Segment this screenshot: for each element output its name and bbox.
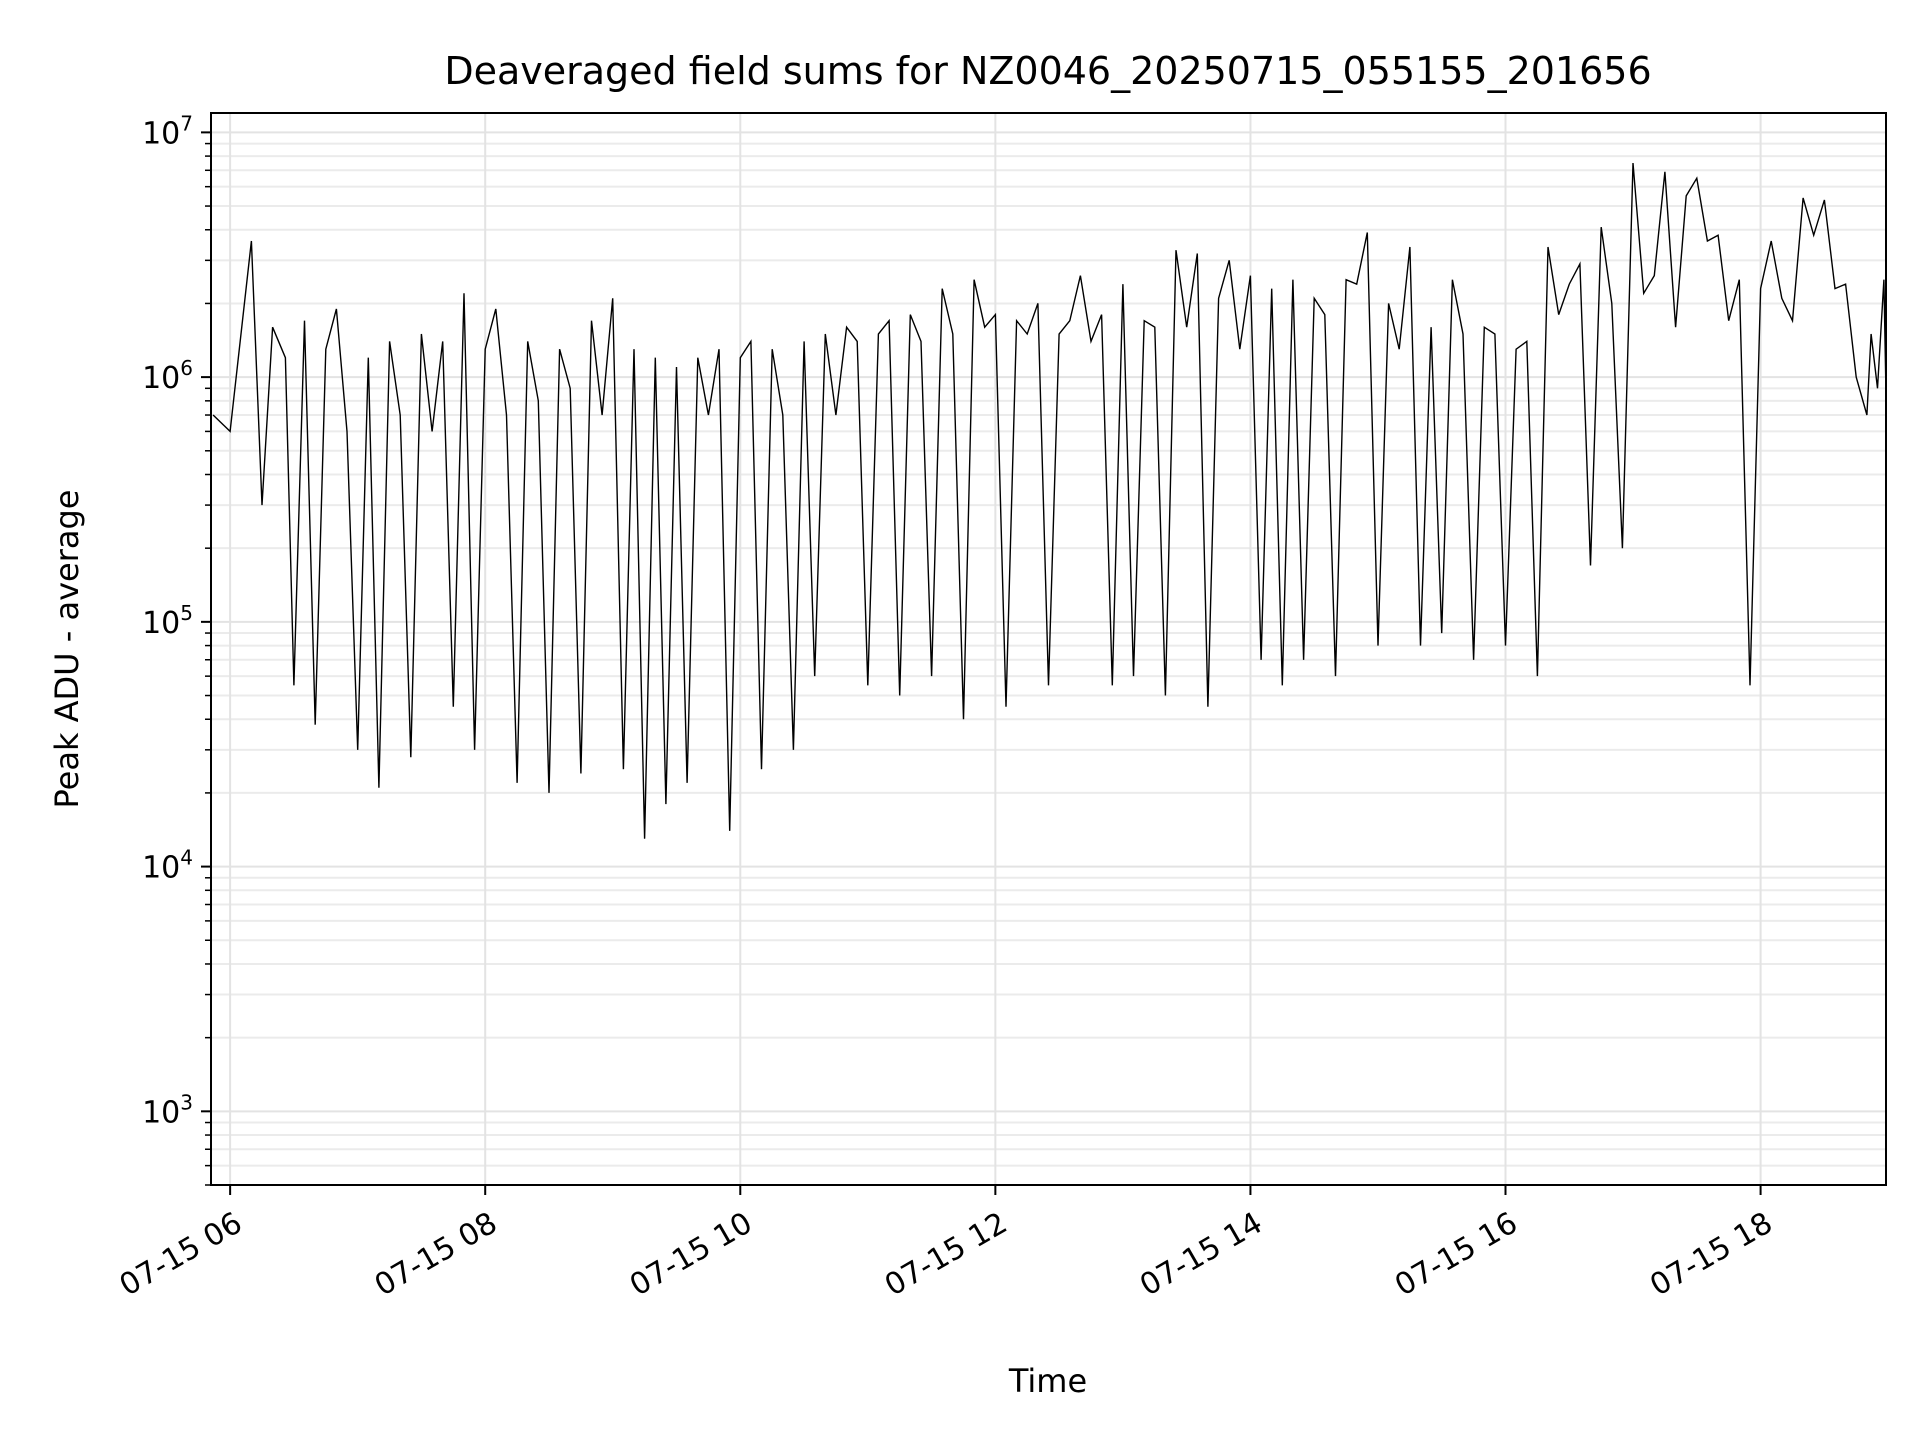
y-tick-label: 105 <box>142 601 193 641</box>
x-axis-label: Time <box>1008 1362 1087 1400</box>
y-axis-label: Peak ADU - average <box>48 490 86 809</box>
y-axis: 103 104 105 106 107 <box>142 111 211 1186</box>
y-tick-label: 104 <box>142 846 193 886</box>
y-tick-label: 107 <box>142 111 193 151</box>
series-line <box>212 162 1887 839</box>
x-tick-label: 07-15 18 <box>1644 1206 1778 1304</box>
plot-frame <box>210 112 1887 1186</box>
x-tick-label: 07-15 16 <box>1389 1206 1523 1304</box>
x-axis: 07-15 06 07-15 08 07-15 10 07-15 12 07-15 14… <box>114 1185 1779 1303</box>
x-tick-label: 07-15 14 <box>1134 1206 1268 1304</box>
major-gridlines <box>211 113 1886 1185</box>
chart-title: Deaveraged field sums for NZ0046_2025071… <box>444 49 1651 93</box>
x-tick-label: 07-15 10 <box>624 1206 758 1304</box>
y-tick-label: 106 <box>142 356 193 396</box>
y-tick-label: 103 <box>142 1090 193 1130</box>
x-tick-label: 07-15 06 <box>114 1206 248 1304</box>
x-tick-label: 07-15 08 <box>369 1206 503 1304</box>
x-tick-label: 07-15 12 <box>879 1206 1013 1304</box>
